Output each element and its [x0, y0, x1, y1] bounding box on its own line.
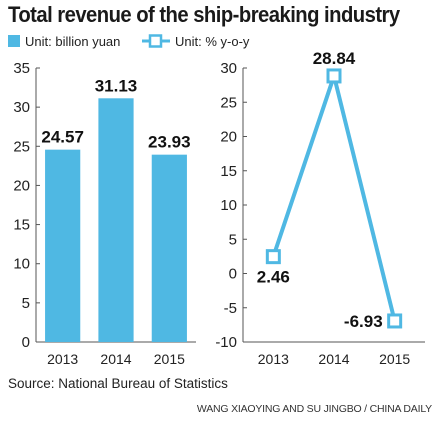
bar-y-tick: 25 [13, 138, 30, 155]
bar [98, 98, 134, 342]
bar [45, 149, 81, 342]
legend-bar: Unit: billion yuan [8, 34, 120, 49]
bar-value-label: 24.57 [41, 128, 84, 147]
bar [151, 154, 187, 342]
line-y-tick: 25 [220, 94, 237, 111]
line-x-tick: 2015 [379, 351, 410, 367]
bar-value-label: 31.13 [95, 76, 138, 95]
bar-series [45, 98, 187, 342]
legend-line-label: Unit: % y-o-y [175, 34, 250, 49]
bar-y-tick: 35 [13, 60, 30, 77]
bar-x-axis: 2013 2014 2015 [47, 351, 185, 367]
line-y-tick: 5 [229, 231, 237, 248]
bar-y-axis: 0 5 10 15 20 25 30 35 [13, 60, 40, 351]
line-y-tick: 30 [220, 60, 237, 77]
line-x-tick: 2013 [258, 351, 289, 367]
line-series [271, 68, 397, 322]
line-marker [326, 68, 342, 84]
line-marker [265, 249, 281, 265]
line-marker [387, 313, 403, 329]
bar-y-tick: 5 [22, 295, 30, 312]
bar-y-tick: 15 [13, 217, 30, 234]
line-markers [265, 68, 403, 329]
line-y-tick: -5 [224, 300, 237, 317]
line-value-label: 2.46 [257, 268, 290, 287]
line-value-label: 28.84 [313, 49, 356, 68]
line-y-tick: 20 [220, 129, 237, 146]
line-x-axis: 2013 2014 2015 [258, 351, 411, 367]
legend-bar-swatch [8, 35, 20, 47]
bar-y-tick: 10 [13, 256, 30, 273]
legend-line: Unit: % y-o-y [142, 34, 250, 49]
bar-y-tick: 0 [22, 334, 30, 351]
bar-value-labels: 24.57 31.13 23.93 [41, 76, 190, 151]
line-x-tick: 2014 [318, 351, 349, 367]
line-value-labels: 2.46 28.84 -6.93 [257, 49, 383, 331]
legend-line-marker [148, 34, 163, 48]
line-y-axis: -10 -5 0 5 10 15 20 25 30 [215, 60, 247, 351]
line-y-tick: 15 [220, 163, 237, 180]
line-y-tick: 0 [229, 266, 237, 283]
legend-bar-label: Unit: billion yuan [25, 34, 120, 49]
line-y-tick: 10 [220, 197, 237, 214]
source-note: Source: National Bureau of Statistics [8, 376, 228, 391]
credit-line: WANG XIAOYING AND SU JINGBO / CHINA DAIL… [196, 403, 432, 415]
bar-y-tick: 30 [13, 99, 30, 116]
bar-x-tick: 2013 [47, 351, 78, 367]
line-y-tick: -10 [215, 334, 237, 351]
chart-title: Total revenue of the ship-breaking indus… [8, 2, 400, 27]
bar-x-tick: 2015 [154, 351, 185, 367]
bar-y-tick: 20 [13, 177, 30, 194]
bar-value-label: 23.93 [148, 133, 191, 152]
bar-x-tick: 2014 [100, 351, 131, 367]
line-value-label: -6.93 [344, 312, 383, 331]
